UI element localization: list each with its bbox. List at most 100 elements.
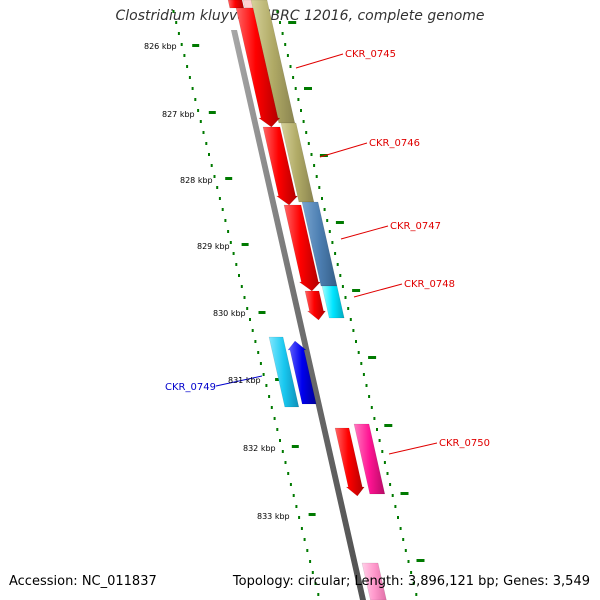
gene-arrow-ckr-0746[interactable]: [262, 126, 299, 206]
scale-minor-tick: [276, 428, 279, 431]
scale-minor-tick: [199, 120, 202, 123]
scale-minor-tick: [321, 197, 323, 200]
scale-minor-tick: [210, 164, 213, 167]
gene-label-ckr-0747[interactable]: CKR_0747: [390, 221, 441, 232]
scale-major-tick: [400, 492, 409, 495]
scale-minor-tick: [229, 241, 232, 244]
scale-minor-tick: [197, 109, 200, 112]
gene-arrow-ckr-0745[interactable]: [235, 7, 281, 128]
scale-minor-tick: [297, 98, 300, 101]
scale-label: 833 kbp: [257, 512, 290, 521]
scale-minor-tick: [218, 197, 221, 200]
scale-minor-tick: [243, 296, 246, 299]
scale-minor-tick: [246, 307, 249, 310]
scale-minor-tick: [221, 208, 224, 211]
scale-minor-tick: [305, 131, 308, 134]
scale-minor-tick: [286, 54, 289, 57]
scale-minor-tick: [249, 318, 251, 321]
label-leaders-layer: [215, 53, 438, 455]
scale-minor-tick: [186, 65, 189, 68]
gene-arrow-ckr-0750[interactable]: [334, 427, 365, 497]
scale-minor-tick: [352, 329, 355, 332]
scale-minor-tick: [172, 10, 175, 13]
scale-major-tick: [384, 424, 393, 427]
scale-minor-tick: [347, 307, 350, 310]
scale-minor-tick: [394, 505, 397, 508]
scale-minor-tick: [287, 472, 290, 475]
gene-label-ckr-0750[interactable]: CKR_0750: [439, 438, 490, 449]
scale-minor-tick: [175, 21, 178, 24]
scale-minor-tick: [357, 351, 360, 354]
scale-minor-tick: [279, 21, 281, 24]
scale-minor-tick: [310, 153, 313, 156]
scale-minor-tick: [238, 274, 240, 277]
scale-minor-tick: [313, 164, 316, 167]
scale-minor-tick: [254, 340, 257, 343]
gene-feature-light-pink[interactable]: [361, 562, 387, 600]
scale-minor-tick: [402, 538, 405, 541]
gene-label-ckr-0745[interactable]: CKR_0745: [345, 49, 396, 60]
scale-minor-tick: [344, 296, 347, 299]
scale-minor-tick: [397, 516, 399, 519]
scale-minor-tick: [265, 384, 268, 387]
label-leader-line: [388, 442, 438, 455]
scale-minor-tick: [355, 340, 357, 343]
scale-major-tick: [288, 21, 297, 24]
scale-minor-tick: [262, 373, 265, 376]
scale-minor-tick: [326, 219, 329, 222]
scale-ticks-layer: [172, 10, 425, 596]
scale-major-tick: [304, 87, 312, 90]
scale-minor-tick: [373, 417, 376, 420]
gene-arrow-ckr-0747b[interactable]: [304, 290, 327, 321]
scale-major-tick: [352, 289, 361, 292]
gene-labels: CKR_0745 CKR_0746 CKR_0747 CKR_0748 CKR_…: [165, 49, 490, 449]
scale-minor-tick: [334, 252, 337, 255]
scale-minor-tick: [391, 494, 394, 497]
scale-minor-tick: [292, 494, 295, 497]
scale-minor-tick: [205, 142, 208, 145]
gene-feature-red[interactable]: [227, 0, 245, 9]
gene-arrow-ckr-0747[interactable]: [283, 204, 321, 292]
gene-arrow-ckr-0748[interactable]: [321, 285, 345, 319]
scale-minor-tick: [188, 76, 191, 79]
scale-minor-tick: [194, 98, 197, 101]
gene-arrow-ckr-0750b[interactable]: [353, 423, 386, 495]
label-leader-line: [340, 225, 389, 240]
scale-label: 828 kbp: [180, 176, 213, 185]
scale-minor-tick: [284, 43, 287, 46]
scale-minor-tick: [314, 582, 317, 585]
gene-label-ckr-0749[interactable]: CKR_0749: [165, 382, 216, 393]
scale-minor-tick: [386, 472, 389, 475]
map-title: Clostridium kluyveri NBRC 12016, complet…: [115, 8, 485, 24]
scale-minor-tick: [281, 32, 284, 35]
scale-minor-tick: [257, 351, 260, 354]
gene-arrow-ckr-0749[interactable]: [268, 336, 300, 408]
gene-label-ckr-0746[interactable]: CKR_0746: [369, 138, 420, 149]
scale-minor-tick: [309, 560, 312, 563]
scale-minor-tick: [191, 87, 194, 90]
gene-label-ckr-0748[interactable]: CKR_0748: [404, 279, 455, 290]
scale-label: 829 kbp: [197, 242, 230, 251]
gene-arrow-ckr-0749b[interactable]: [287, 340, 317, 405]
scale-minor-tick: [183, 54, 186, 57]
scale-minor-tick: [235, 263, 238, 266]
scale-minor-tick: [383, 461, 386, 464]
scale-minor-tick: [227, 230, 230, 233]
scale-labels: 826 kbp 827 kbp 828 kbp 829 kbp 830 kbp …: [144, 42, 290, 521]
scale-minor-tick: [177, 32, 180, 35]
scale-minor-tick: [341, 285, 344, 288]
scale-label: 831 kbp: [228, 376, 261, 385]
scale-label: 830 kbp: [213, 309, 246, 318]
scale-minor-tick: [328, 230, 331, 233]
scale-minor-tick: [362, 373, 365, 376]
scale-minor-tick: [292, 76, 295, 79]
scale-major-tick: [335, 221, 344, 224]
scale-minor-tick: [306, 549, 309, 552]
scale-minor-tick: [213, 175, 216, 178]
scale-label: 826 kbp: [144, 42, 177, 51]
scale-minor-tick: [370, 406, 373, 409]
scale-major-tick: [192, 44, 200, 47]
scale-minor-tick: [273, 417, 276, 420]
accession-text: Accession: NC_011837: [9, 574, 157, 589]
